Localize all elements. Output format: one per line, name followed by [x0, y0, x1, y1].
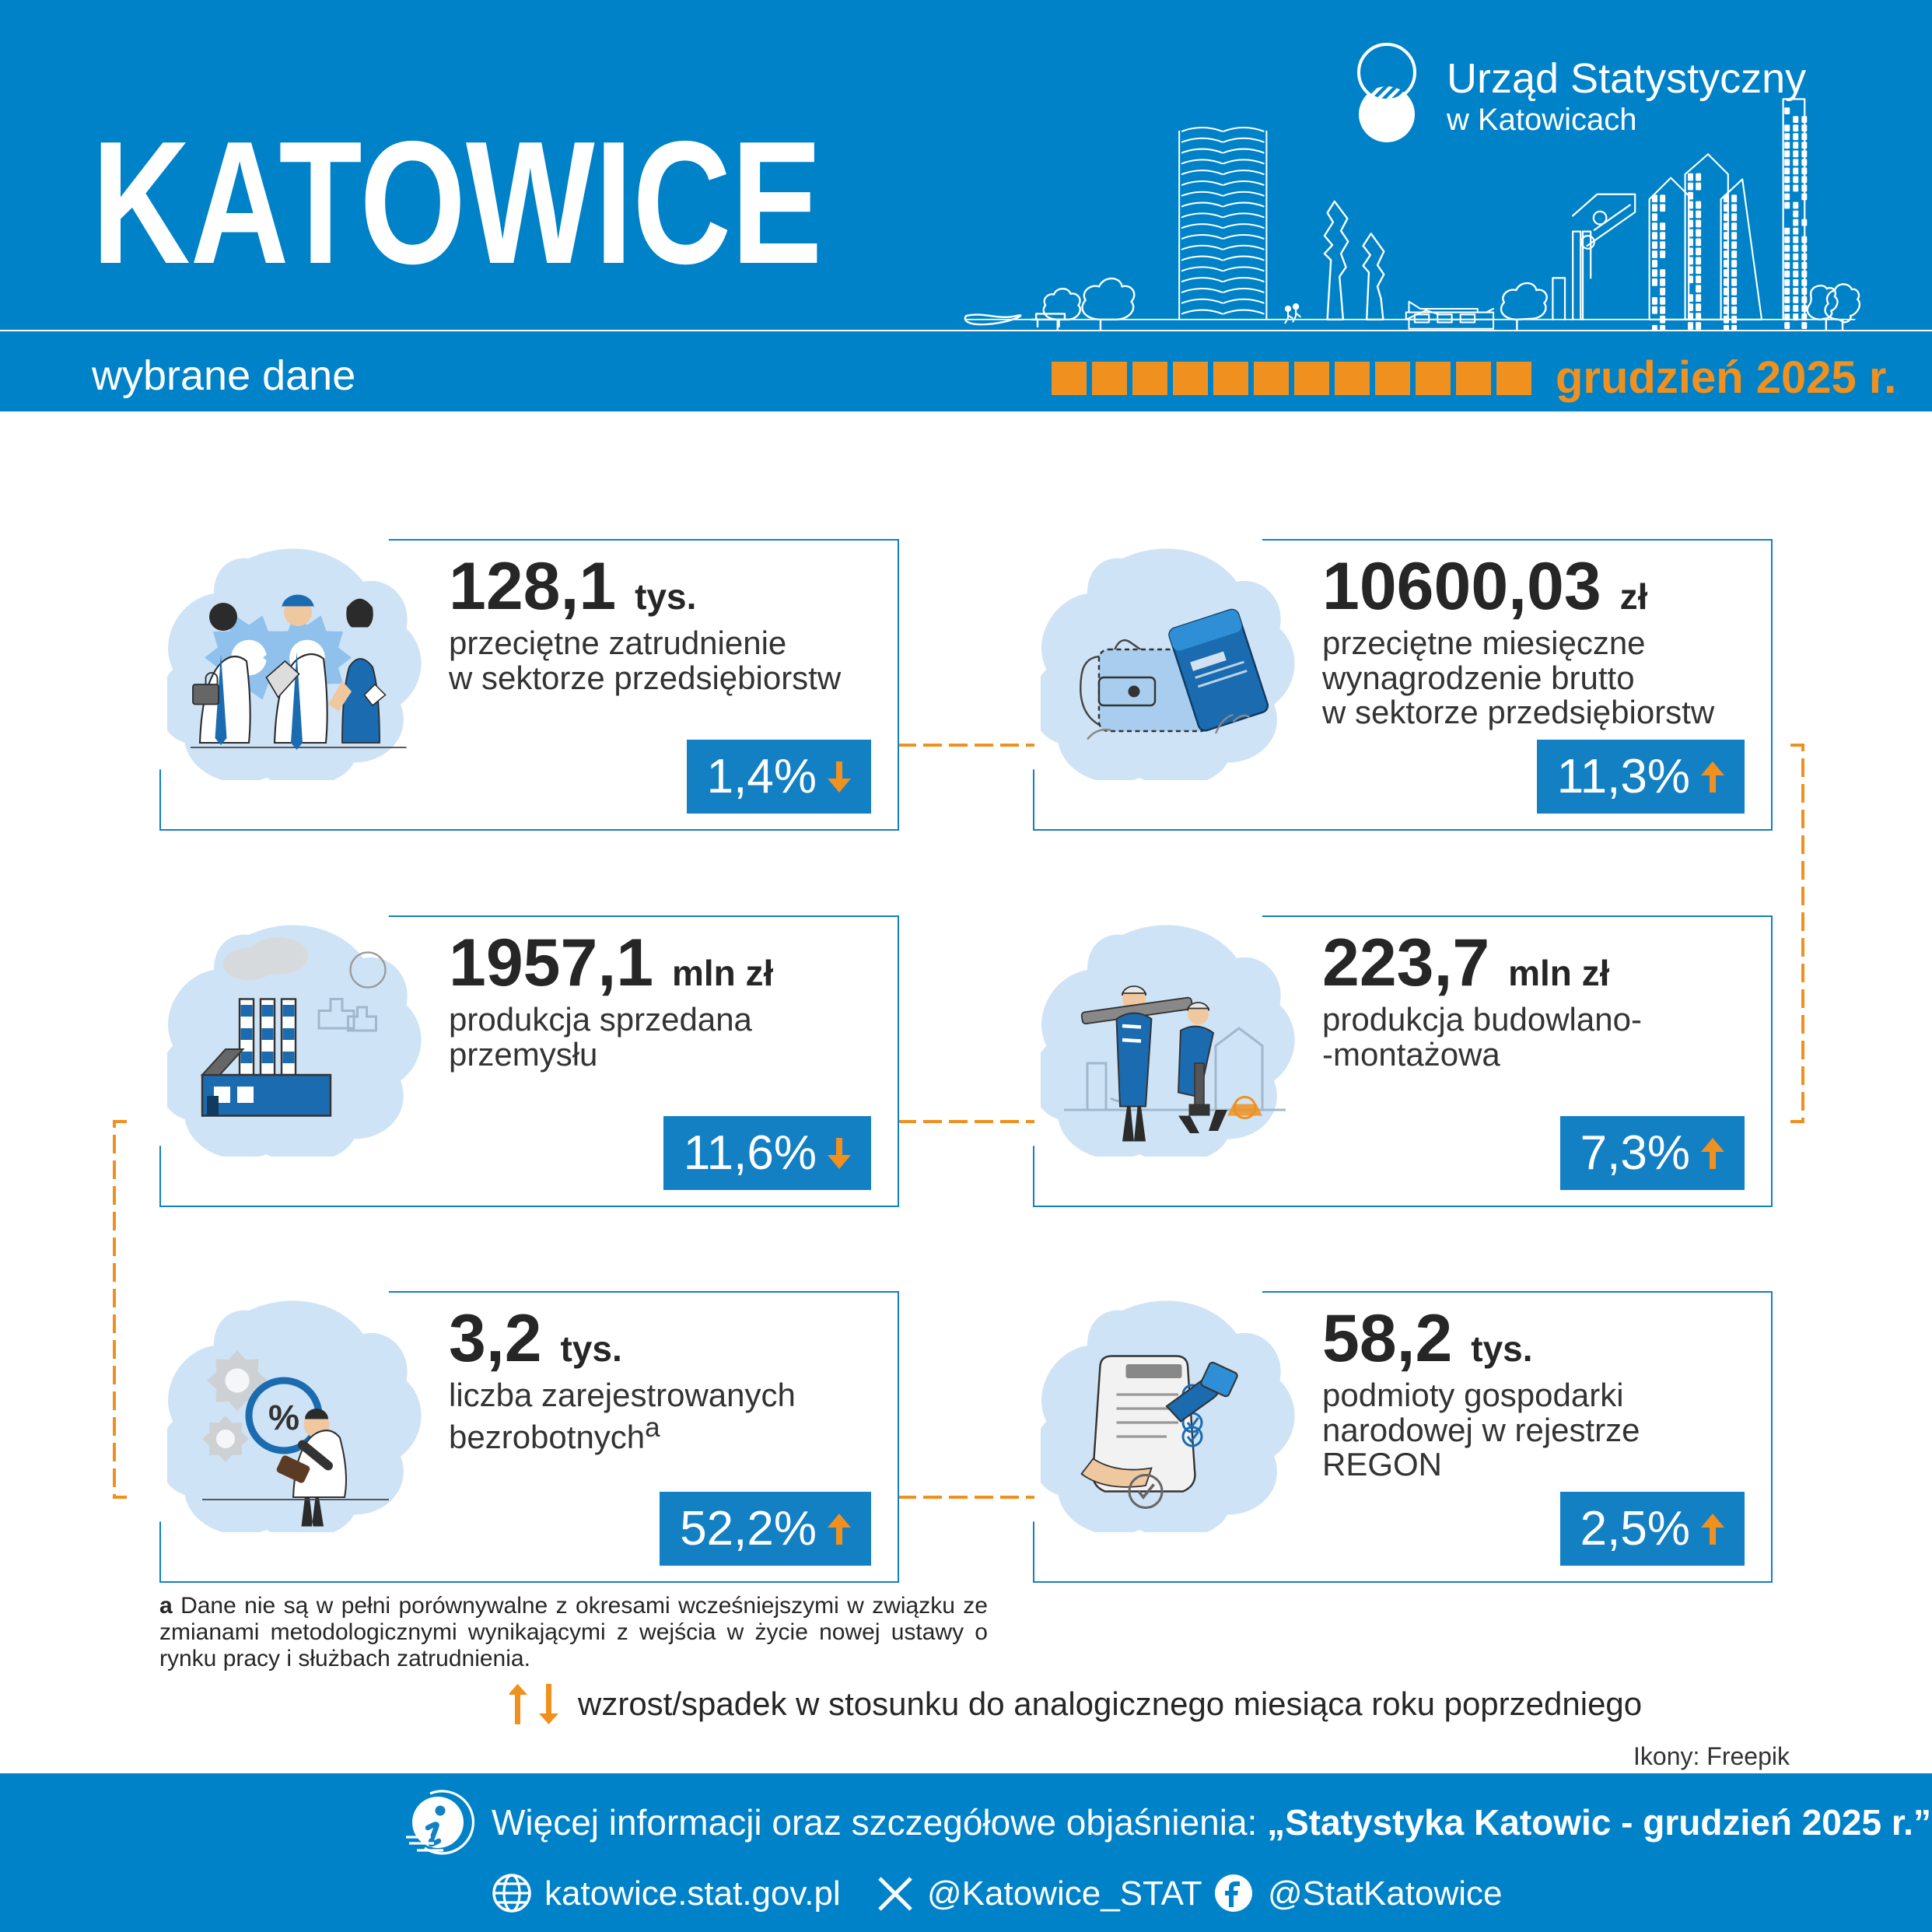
svg-text:%: %	[268, 1398, 299, 1437]
